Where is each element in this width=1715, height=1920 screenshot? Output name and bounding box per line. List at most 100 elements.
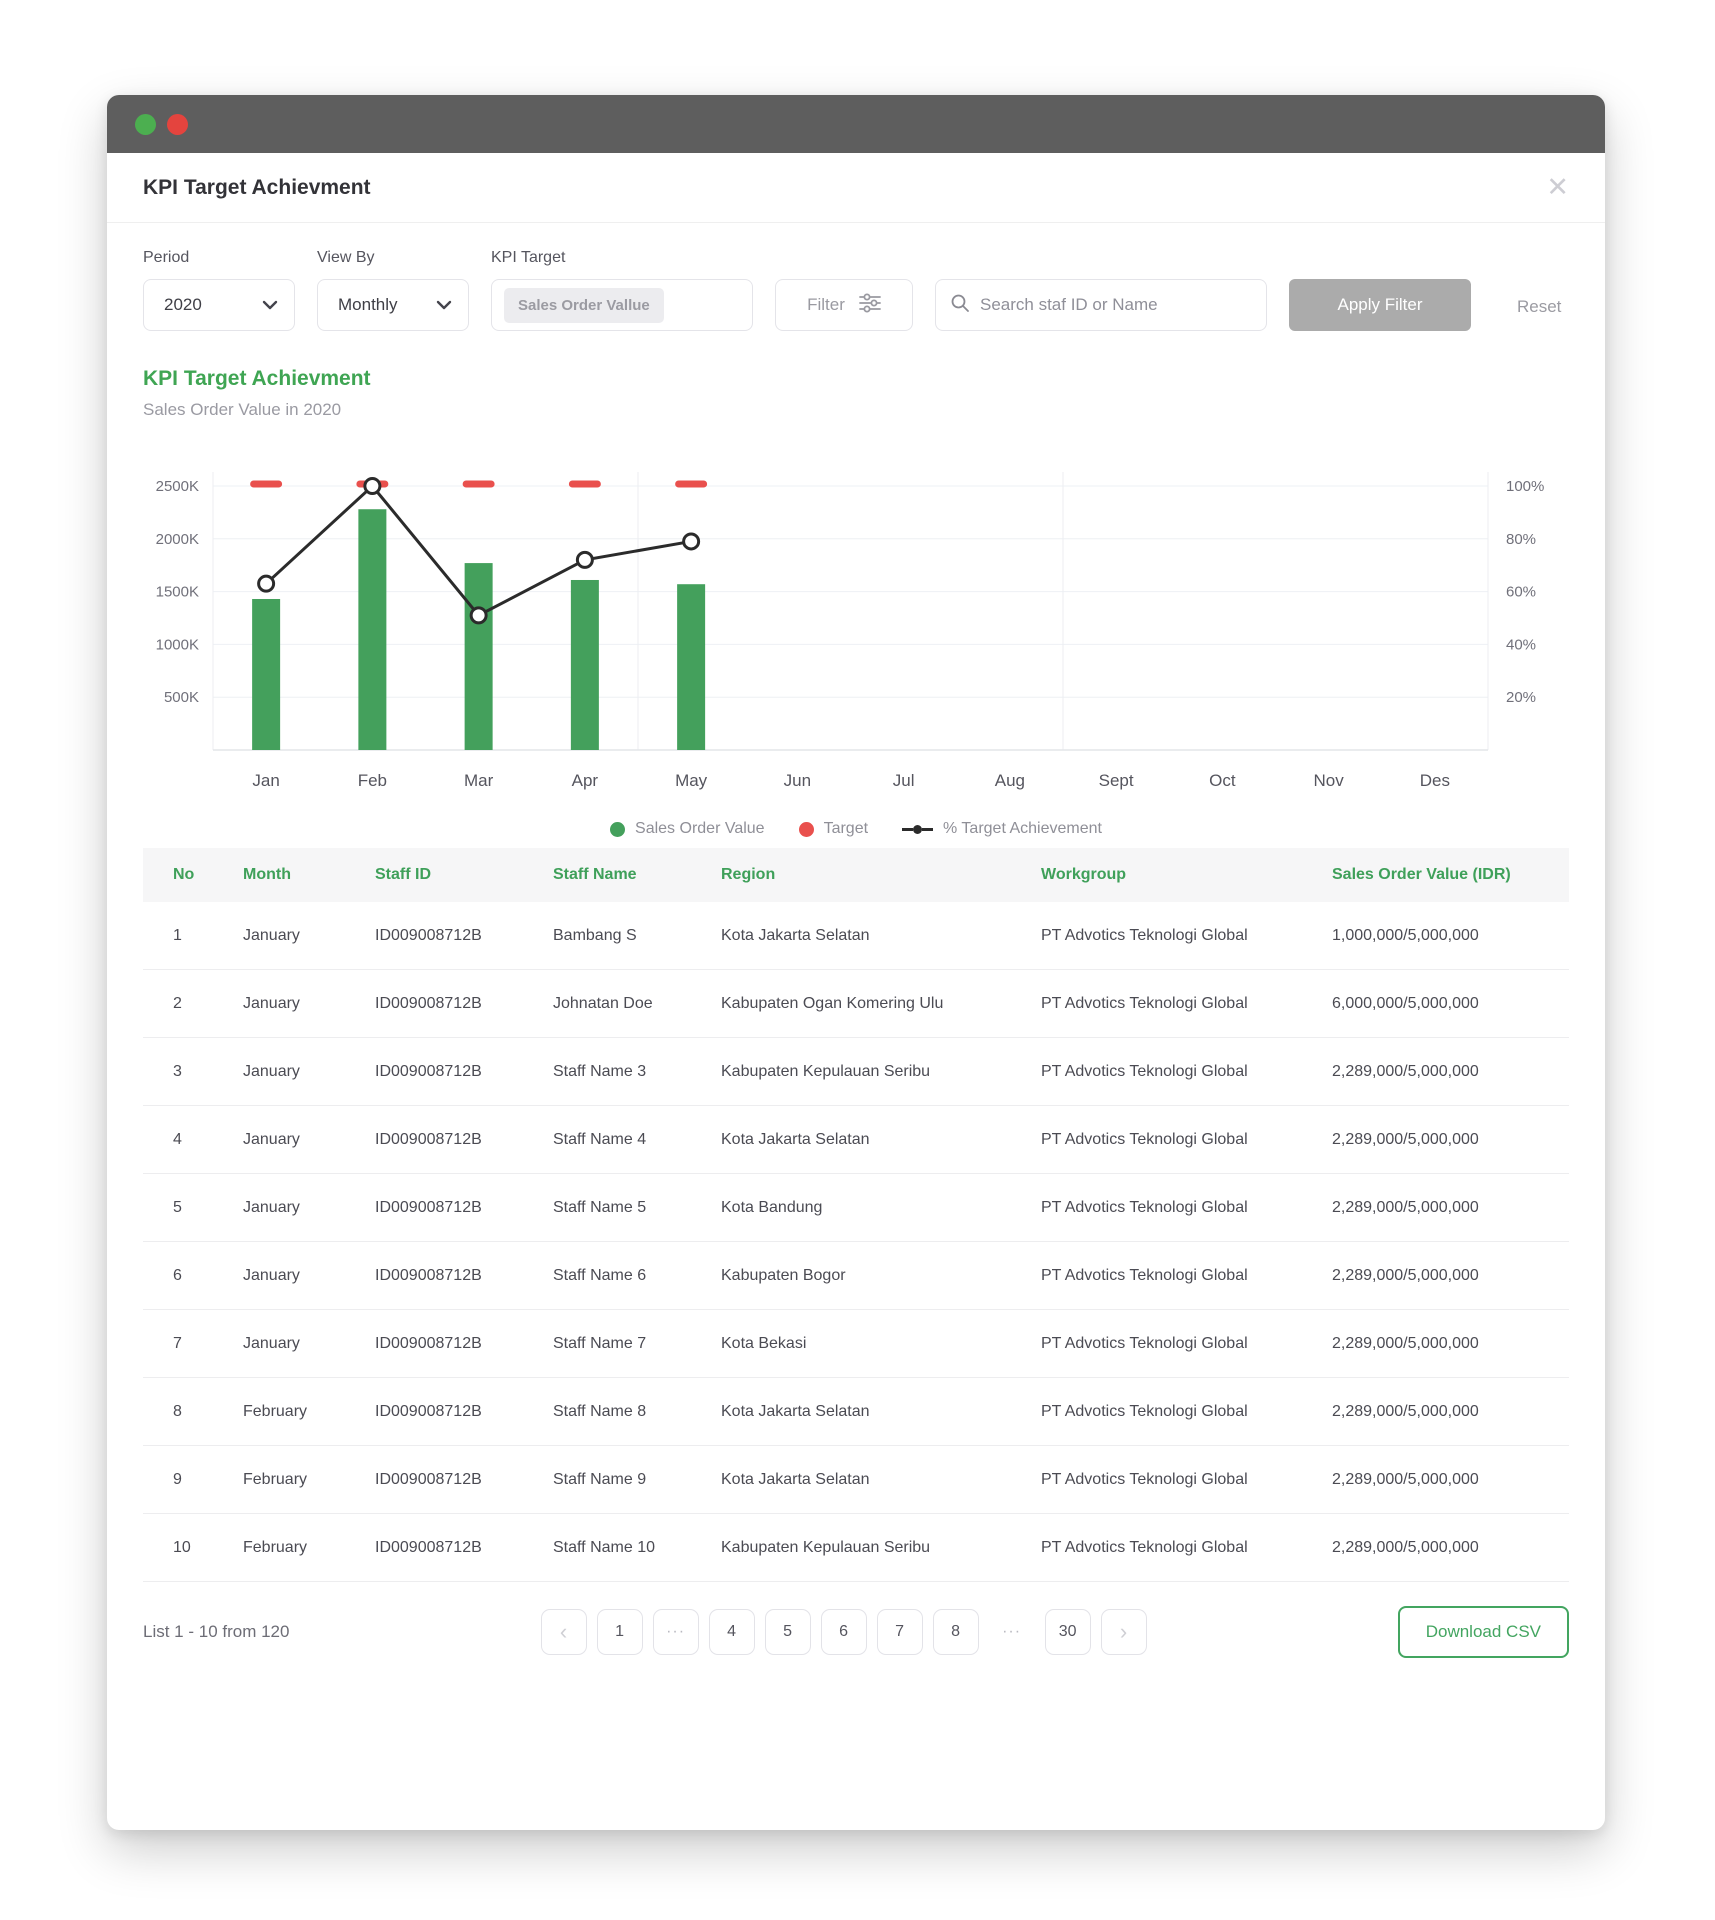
pagination: ‹ 1 ··· 4 5 6 7 8 ··· 30 › <box>289 1609 1397 1655</box>
chart-subtitle: Sales Order Value in 2020 <box>143 400 342 419</box>
table-cell: 5 <box>143 1173 243 1242</box>
table-cell: Kota Jakarta Selatan <box>721 902 1041 970</box>
page-button[interactable]: 7 <box>876 1609 923 1655</box>
x-axis-label: Feb <box>358 771 387 790</box>
table-row: 5 January ID009008712B Staff Name 5 Kota Ban… <box>143 1173 1569 1242</box>
table-row: 10 February ID009008712B Staff Name 10 Kabup… <box>143 1513 1569 1582</box>
table-cell: 1 <box>143 902 243 970</box>
search-box[interactable] <box>935 279 1267 331</box>
table-cell: 9 <box>143 1445 243 1514</box>
right-axis-tick: 20% <box>1506 689 1536 706</box>
column-header: Staff Name <box>553 848 721 902</box>
next-page-button[interactable]: › <box>1100 1609 1147 1655</box>
table-cell: ID009008712B <box>375 969 553 1038</box>
period-select[interactable]: 2020 <box>143 279 295 331</box>
legend-label: % Target Achievement <box>943 820 1102 837</box>
table-footer: List 1 - 10 from 120 ‹ 1 ··· 4 5 6 7 8 ··· 30 › Do… <box>107 1582 1605 1658</box>
column-header: Month <box>243 848 375 902</box>
table-cell: January <box>243 1241 375 1310</box>
page-button[interactable]: 8 <box>932 1609 979 1655</box>
table-cell: February <box>243 1377 375 1446</box>
page-button[interactable]: 30 <box>1044 1609 1091 1655</box>
column-header: Workgroup <box>1041 848 1332 902</box>
table-cell: Staff Name 9 <box>553 1445 721 1514</box>
close-icon[interactable]: ✕ <box>1546 172 1569 202</box>
page-button[interactable]: 5 <box>764 1609 811 1655</box>
legend-label: Target <box>823 820 869 837</box>
table-cell: February <box>243 1445 375 1514</box>
left-axis-tick: 2500K <box>156 478 199 495</box>
table-cell: Kabupaten Kepulauan Seribu <box>721 1513 1041 1582</box>
table-cell: 10 <box>143 1513 243 1582</box>
right-axis-tick: 80% <box>1506 531 1536 548</box>
table-cell: 2,289,000/5,000,000 <box>1332 1105 1569 1174</box>
filter-button[interactable]: Filter <box>775 279 913 331</box>
traffic-light-red-icon[interactable] <box>167 113 188 135</box>
table-cell: ID009008712B <box>375 902 553 970</box>
table-cell: PT Advotics Teknologi Global <box>1041 1105 1332 1174</box>
column-header: Staff ID <box>375 848 553 902</box>
table-cell: 4 <box>143 1105 243 1174</box>
x-axis-label: Oct <box>1209 771 1236 790</box>
viewby-select[interactable]: Monthly <box>317 279 469 331</box>
table-cell: Kabupaten Ogan Komering Ulu <box>721 969 1041 1038</box>
column-header: Sales Order Value (IDR) <box>1332 848 1569 902</box>
kpi-target-group: KPI Target Sales Order Vallue <box>491 249 753 331</box>
chevron-down-icon <box>436 300 452 310</box>
chart-section: KPI Target Achievment Sales Order Value … <box>107 365 1605 838</box>
table-row: 8 February ID009008712B Staff Name 8 Kota Ja… <box>143 1377 1569 1446</box>
table-header-row: No Month Staff ID Staff Name Region Workgroup… <box>143 848 1569 902</box>
window-titlebar[interactable] <box>107 95 1605 153</box>
table-cell: Staff Name 3 <box>553 1037 721 1106</box>
table-cell: 1,000,000/5,000,000 <box>1332 902 1569 970</box>
table-row: 1 January ID009008712B Bambang S Kota Jakart… <box>143 902 1569 970</box>
table-cell: January <box>243 969 375 1038</box>
page-button[interactable]: 1 <box>596 1609 643 1655</box>
table-cell: PT Advotics Teknologi Global <box>1041 1445 1332 1514</box>
kpi-target-select[interactable]: Sales Order Vallue <box>491 279 753 331</box>
sliders-icon <box>858 293 881 318</box>
table-cell: 7 <box>143 1309 243 1378</box>
filter-bar: Period 2020 View By Monthly <box>107 223 1605 365</box>
table-wrap: No Month Staff ID Staff Name Region Workgroup… <box>107 838 1605 1582</box>
page-button[interactable]: 4 <box>708 1609 755 1655</box>
filter-button-label: Filter <box>807 295 845 314</box>
target-dash <box>675 480 708 488</box>
left-axis-tick: 1500K <box>156 584 199 601</box>
prev-page-button[interactable]: ‹ <box>540 1609 587 1655</box>
download-csv-button[interactable]: Download CSV <box>1397 1606 1569 1658</box>
table-row: 7 January ID009008712B Staff Name 7 Kota Bek… <box>143 1309 1569 1378</box>
filter-button-group: Filter <box>775 279 913 331</box>
target-dash <box>462 480 495 488</box>
bar-sales-order-value <box>570 579 599 750</box>
apply-filter-button[interactable]: Apply Filter <box>1289 279 1471 331</box>
table-cell: Staff Name 4 <box>553 1105 721 1174</box>
table-cell: Kota Jakarta Selatan <box>721 1377 1041 1446</box>
table-cell: Bambang S <box>553 902 721 970</box>
chart-legend: Sales Order Value Target % Target Achievem… <box>143 820 1569 838</box>
table-cell: ID009008712B <box>375 1241 553 1310</box>
traffic-light-green-icon[interactable] <box>135 113 156 135</box>
legend-item: % Target Achievement <box>902 820 1102 838</box>
table-cell: January <box>243 902 375 970</box>
page-button[interactable]: 6 <box>820 1609 867 1655</box>
column-header: No <box>143 848 243 902</box>
column-header: Region <box>721 848 1041 902</box>
table-cell: January <box>243 1309 375 1378</box>
search-input[interactable] <box>980 295 1252 315</box>
table-cell: Kota Bekasi <box>721 1309 1041 1378</box>
reset-button[interactable]: Reset <box>1517 297 1562 316</box>
period-label: Period <box>143 249 190 266</box>
table-cell: Staff Name 6 <box>553 1241 721 1310</box>
table-cell: Staff Name 7 <box>553 1309 721 1378</box>
left-axis-tick: 500K <box>164 689 199 706</box>
search-group <box>935 279 1267 331</box>
x-axis-label: Apr <box>572 771 599 790</box>
table-cell: 2,289,000/5,000,000 <box>1332 1173 1569 1242</box>
kpi-target-chip[interactable]: Sales Order Vallue <box>504 287 664 323</box>
table-summary: List 1 - 10 from 120 <box>143 1622 290 1641</box>
table-cell: January <box>243 1105 375 1174</box>
kpi-table: No Month Staff ID Staff Name Region Workgroup… <box>143 848 1569 1582</box>
achievement-point <box>363 477 382 495</box>
